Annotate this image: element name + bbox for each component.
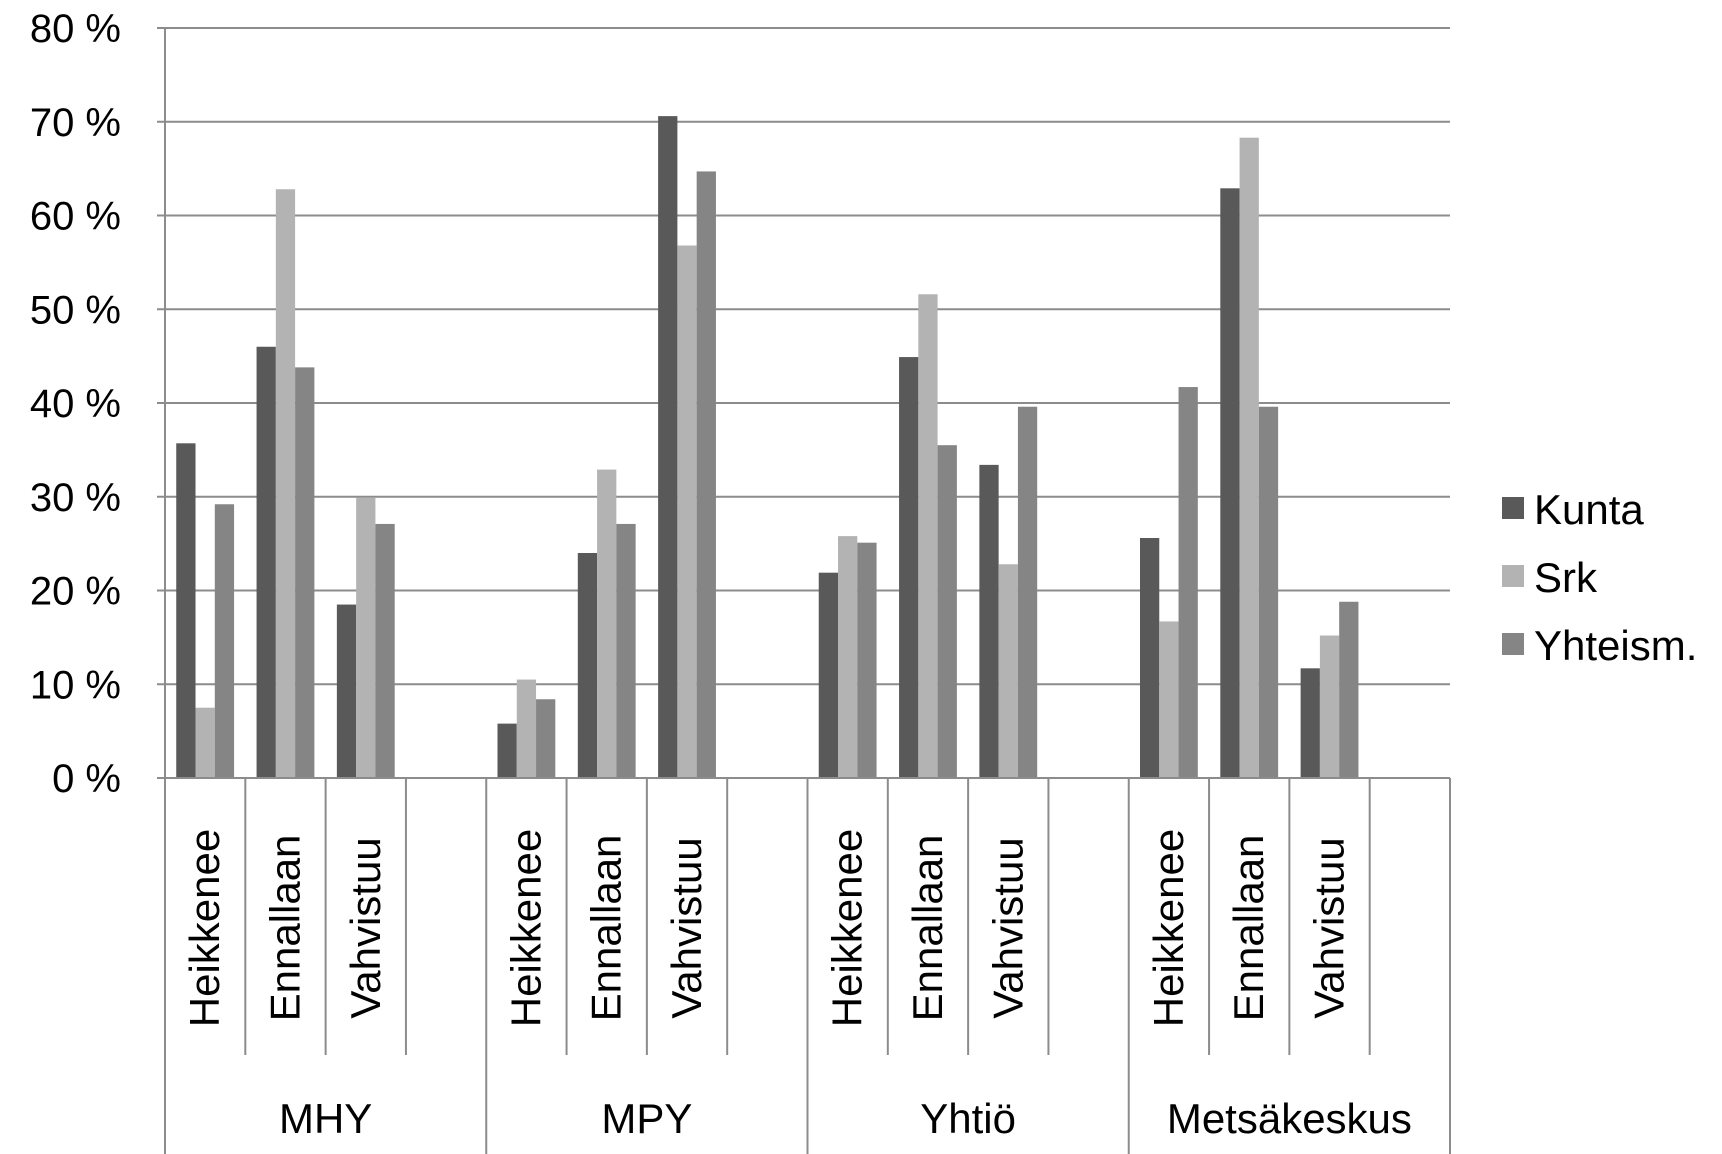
bar-yhteism-yhti-ennallaan (937, 445, 957, 778)
category-label: Ennallaan (583, 835, 630, 1022)
bar-kunta-mpy-ennallaan (577, 553, 598, 778)
category-label: Heikkenee (181, 829, 228, 1027)
y-tick-label: 40 % (30, 382, 121, 426)
category-label: Heikkenee (824, 829, 871, 1027)
y-tick-label: 80 % (30, 7, 121, 51)
bar-yhteism-yhti-heikkenee (857, 542, 877, 778)
bar-yhteism-mhy-vahvistuu (375, 523, 395, 778)
bar-srk-yhti-heikkenee (838, 536, 858, 778)
category-label: Vahvistuu (984, 837, 1031, 1018)
axes (164, 28, 1451, 1154)
group-label: Yhtiö (920, 1095, 1016, 1142)
y-tick-label: 10 % (30, 663, 121, 707)
bar-yhteism-metskeskus-heikkenee (1178, 387, 1198, 778)
legend-swatch (1502, 497, 1524, 519)
bar-kunta-mhy-ennallaan (256, 346, 276, 778)
bar-kunta-metskeskus-ennallaan (1220, 188, 1240, 778)
legend-label: Srk (1534, 554, 1598, 601)
legend-swatch (1502, 633, 1524, 655)
bar-kunta-mpy-heikkenee (497, 723, 517, 778)
bar-srk-mhy-ennallaan (275, 189, 296, 778)
bar-srk-yhti-vahvistuu (998, 564, 1018, 778)
bar-kunta-mpy-vahvistuu (658, 116, 678, 778)
legend-label: Kunta (1534, 486, 1644, 533)
bar-kunta-yhti-vahvistuu (979, 464, 999, 778)
category-label: Vahvistuu (663, 837, 710, 1018)
bar-kunta-yhti-ennallaan (899, 357, 919, 778)
y-axis-ticks: 0 % 10 % 20 % 30 % 40 % 50 % 60 % 70 % 80 % (30, 7, 165, 801)
category-label: Vahvistuu (342, 837, 389, 1018)
y-tick-label: 50 % (30, 288, 121, 332)
category-label: Heikkenee (1145, 829, 1192, 1027)
legend-label: Yhteism. (1534, 622, 1697, 669)
bar-yhteism-mpy-ennallaan (616, 523, 636, 778)
y-tick-label: 60 % (30, 195, 121, 239)
bar-kunta-metskeskus-heikkenee (1139, 538, 1160, 778)
bar-yhteism-mpy-heikkenee (536, 699, 556, 778)
bars (176, 116, 1359, 778)
y-tick-label: 30 % (30, 476, 121, 520)
bar-kunta-mhy-heikkenee (176, 443, 196, 778)
bar-kunta-mhy-vahvistuu (336, 604, 357, 778)
group-label: Metsäkeskus (1167, 1095, 1412, 1142)
group-label: MHY (279, 1095, 372, 1142)
bar-srk-mpy-heikkenee (516, 679, 537, 778)
bar-yhteism-mhy-ennallaan (295, 367, 315, 778)
bar-kunta-metskeskus-vahvistuu (1300, 668, 1320, 778)
bar-srk-metskeskus-vahvistuu (1319, 635, 1340, 778)
bar-yhteism-metskeskus-vahvistuu (1339, 601, 1359, 778)
bar-srk-yhti-ennallaan (918, 294, 938, 778)
category-label: Ennallaan (1225, 835, 1272, 1022)
bar-yhteism-metskeskus-ennallaan (1258, 406, 1279, 778)
bar-yhteism-mpy-vahvistuu (696, 171, 716, 778)
y-tick-label: 0 % (52, 757, 121, 801)
legend-swatch (1502, 565, 1524, 587)
bar-srk-mhy-heikkenee (195, 707, 215, 778)
category-label: Ennallaan (261, 835, 308, 1022)
legend: Kunta Srk Yhteism. (1502, 486, 1697, 669)
y-tick-label: 20 % (30, 570, 121, 614)
category-label: Heikkenee (502, 829, 549, 1027)
group-label: MPY (601, 1095, 692, 1142)
bar-kunta-yhti-heikkenee (818, 572, 839, 778)
bar-srk-mpy-ennallaan (597, 469, 617, 778)
bar-yhteism-mhy-heikkenee (214, 504, 235, 778)
bar-srk-metskeskus-heikkenee (1159, 621, 1179, 778)
bar-srk-mpy-vahvistuu (677, 245, 697, 778)
category-label: Vahvistuu (1306, 837, 1353, 1018)
x-axis-labels: Heikkenee Ennallaan Vahvistuu MHY Heikkenee E… (181, 829, 1412, 1142)
bar-srk-mhy-vahvistuu (356, 497, 376, 778)
bar-yhteism-yhti-vahvistuu (1017, 406, 1038, 778)
y-tick-label: 70 % (30, 101, 121, 145)
category-label: Ennallaan (904, 835, 951, 1022)
bar-srk-metskeskus-ennallaan (1239, 137, 1259, 778)
